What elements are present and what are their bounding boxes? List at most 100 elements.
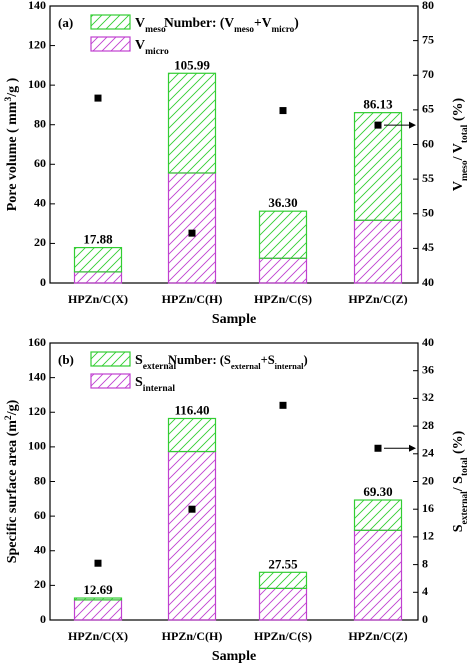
y2-tick-label: 65 xyxy=(422,102,434,116)
x-tick-label: HPZn/C(H) xyxy=(162,629,223,643)
total-label: 17.88 xyxy=(83,232,113,247)
ratio-marker xyxy=(374,121,382,129)
bar-upper-V_meso xyxy=(73,246,123,273)
ratio-marker xyxy=(374,444,382,452)
y-tick-label: 40 xyxy=(34,543,46,557)
bar-lower-V_micro xyxy=(353,219,403,284)
x-tick-label: HPZn/C(S) xyxy=(254,292,312,306)
total-label: 69.30 xyxy=(363,484,392,499)
y-tick-label: 140 xyxy=(28,369,46,383)
legend-swatch-upper xyxy=(90,351,131,367)
y-axis-title: Pore volume ( mm3/g ) xyxy=(4,77,20,211)
total-label: 27.55 xyxy=(268,556,298,571)
ratio-marker xyxy=(188,505,196,513)
y-axis-title: Specific surface area (m2/g) xyxy=(4,399,20,563)
y2-tick-label: 8 xyxy=(422,556,428,570)
legend-label-upper: Vmeso xyxy=(135,16,166,35)
ratio-marker xyxy=(94,94,102,102)
x-tick-label: HPZn/C(X) xyxy=(68,292,128,306)
total-label: 116.40 xyxy=(174,402,209,417)
bar-lower-S_internal xyxy=(167,450,217,621)
bar-upper-S_external xyxy=(353,499,403,531)
y2-tick-label: 20 xyxy=(422,473,434,487)
axis-arrow-head xyxy=(409,444,416,452)
total-label: 12.69 xyxy=(83,582,113,597)
y-tick-label: 20 xyxy=(34,577,46,591)
x-axis-title: Sample xyxy=(212,312,256,327)
ratio-marker xyxy=(279,401,287,409)
x-tick-label: HPZn/C(S) xyxy=(254,629,312,643)
bar-lower-S_internal xyxy=(73,599,123,621)
panel-label: (b) xyxy=(58,352,74,367)
y2-axis-title: Sexternal/ Stotal (%) xyxy=(451,430,470,532)
chart-panel-a: 0 20 40 60 80 100 120 140 40 45 50 55 60 65 70 75 80 17.8… xyxy=(4,0,470,327)
total-label: 86.13 xyxy=(363,97,393,112)
y2-tick-label: 0 xyxy=(422,612,428,626)
ratio-marker xyxy=(94,559,102,567)
y-tick-label: 0 xyxy=(40,275,46,289)
y2-tick-label: 36 xyxy=(422,362,434,376)
bar-lower-V_micro xyxy=(73,271,123,284)
bar-upper-S_external xyxy=(73,597,123,601)
x-tick-label: HPZn/C(X) xyxy=(68,629,128,643)
y2-tick-label: 32 xyxy=(422,390,434,404)
y2-tick-label: 4 xyxy=(422,584,428,598)
x-tick-label: HPZn/C(H) xyxy=(162,292,223,306)
y2-tick-label: 40 xyxy=(422,275,434,289)
y-tick-label: 20 xyxy=(34,235,46,249)
legend-label-upper: Sexternal xyxy=(135,353,176,372)
x-tick-label: HPZn/C(Z) xyxy=(348,629,407,643)
y2-axis-title: Vmeso/ Vtotal (%) xyxy=(451,98,470,192)
y2-tick-label: 45 xyxy=(422,240,434,254)
legend-label-lower: Vmicro xyxy=(135,38,169,57)
y-tick-label: 120 xyxy=(28,404,46,418)
legend-swatch-lower xyxy=(90,36,131,52)
x-axis-title: Sample xyxy=(212,649,256,664)
bar-upper-S_external xyxy=(258,571,308,590)
y2-tick-label: 16 xyxy=(422,501,434,515)
legend-swatch-upper xyxy=(90,14,131,30)
number-label: Number: (Sexternal+Sinternal) xyxy=(168,353,308,371)
y-tick-label: 160 xyxy=(28,335,46,349)
y-tick-label: 60 xyxy=(34,508,46,522)
bar-lower-V_micro xyxy=(167,172,217,284)
total-label: 105.99 xyxy=(174,57,210,72)
y-tick-label: 100 xyxy=(28,439,46,453)
y2-tick-label: 75 xyxy=(422,32,434,46)
y2-tick-label: 40 xyxy=(422,335,434,349)
y2-tick-label: 50 xyxy=(422,206,434,220)
x-tick-label: HPZn/C(Z) xyxy=(348,292,407,306)
y2-tick-label: 12 xyxy=(422,529,434,543)
y-tick-label: 140 xyxy=(28,0,46,12)
y2-tick-label: 80 xyxy=(422,0,434,12)
y2-tick-label: 55 xyxy=(422,171,434,185)
total-label: 36.30 xyxy=(268,195,297,210)
y2-tick-label: 60 xyxy=(422,136,434,150)
bar-lower-S_internal xyxy=(353,529,403,621)
panel-label: (a) xyxy=(58,15,73,30)
y-tick-label: 80 xyxy=(34,116,46,130)
y-tick-label: 40 xyxy=(34,196,46,210)
y2-tick-label: 70 xyxy=(422,67,434,81)
y-tick-label: 60 xyxy=(34,156,46,170)
y-tick-label: 0 xyxy=(40,612,46,626)
ratio-marker xyxy=(279,107,287,115)
bar-upper-V_meso xyxy=(353,112,403,221)
bar-upper-S_external xyxy=(167,417,217,453)
legend-swatch-lower xyxy=(90,373,131,389)
bar-upper-V_meso xyxy=(167,72,217,174)
y-tick-label: 120 xyxy=(28,37,46,51)
axis-arrow-head xyxy=(409,121,416,129)
ratio-marker xyxy=(188,229,196,237)
bar-lower-V_micro xyxy=(258,257,308,284)
legend-label-lower: Sinternal xyxy=(135,375,175,394)
number-label: Number: (Vmeso+Vmicro) xyxy=(164,15,299,34)
y-tick-label: 80 xyxy=(34,473,46,487)
chart-panel-b: 0 20 40 60 80 100 120 140 160 0 4 8 12 16 20 24 28 32 36 40… xyxy=(4,335,470,664)
bar-upper-V_meso xyxy=(258,210,308,259)
bar-lower-S_internal xyxy=(258,587,308,621)
y2-tick-label: 24 xyxy=(422,446,434,460)
y2-tick-label: 28 xyxy=(422,418,434,432)
